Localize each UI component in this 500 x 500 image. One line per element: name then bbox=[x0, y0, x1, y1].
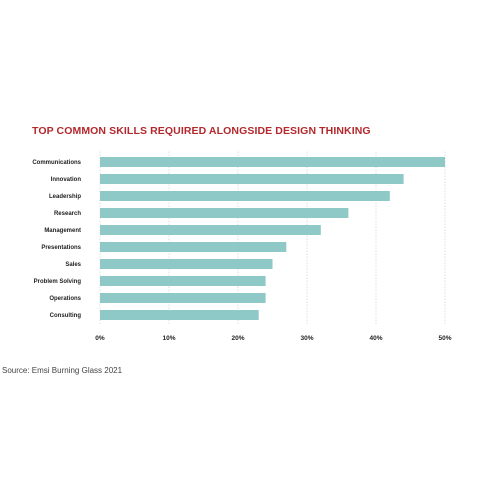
bar bbox=[100, 310, 259, 320]
chart-title: TOP COMMON SKILLS REQUIRED ALONGSIDE DES… bbox=[32, 125, 371, 137]
x-tick-label: 20% bbox=[231, 335, 244, 342]
bar bbox=[100, 208, 349, 218]
x-tick-label: 0% bbox=[95, 335, 105, 342]
x-tick-label: 30% bbox=[300, 335, 313, 342]
bar bbox=[100, 276, 266, 286]
category-label: Sales bbox=[65, 262, 81, 268]
category-label: Presentations bbox=[41, 245, 81, 251]
bars bbox=[100, 157, 445, 320]
category-label: Leadership bbox=[49, 194, 81, 200]
bar bbox=[100, 157, 445, 167]
x-tick-label: 40% bbox=[369, 335, 382, 342]
bar bbox=[100, 242, 287, 252]
x-tick-label: 10% bbox=[162, 335, 175, 342]
category-label: Operations bbox=[49, 296, 81, 302]
category-label: Management bbox=[44, 228, 81, 234]
bar bbox=[100, 225, 321, 235]
category-label: Problem Solving bbox=[34, 279, 82, 285]
x-tick-label: 50% bbox=[438, 335, 451, 342]
source-note: Source: Emsi Burning Glass 2021 bbox=[2, 366, 123, 375]
category-label: Communications bbox=[32, 160, 81, 166]
bar bbox=[100, 191, 390, 201]
bar bbox=[100, 293, 266, 303]
bar bbox=[100, 259, 273, 269]
category-label: Consulting bbox=[50, 313, 82, 319]
category-label: Research bbox=[54, 211, 81, 217]
category-label: Innovation bbox=[51, 177, 82, 183]
category-labels: Communications Innovation Leadership Resear… bbox=[32, 160, 81, 319]
bar bbox=[100, 174, 404, 184]
x-tick-labels: 0% 10% 20% 30% 40% 50% bbox=[95, 335, 451, 342]
